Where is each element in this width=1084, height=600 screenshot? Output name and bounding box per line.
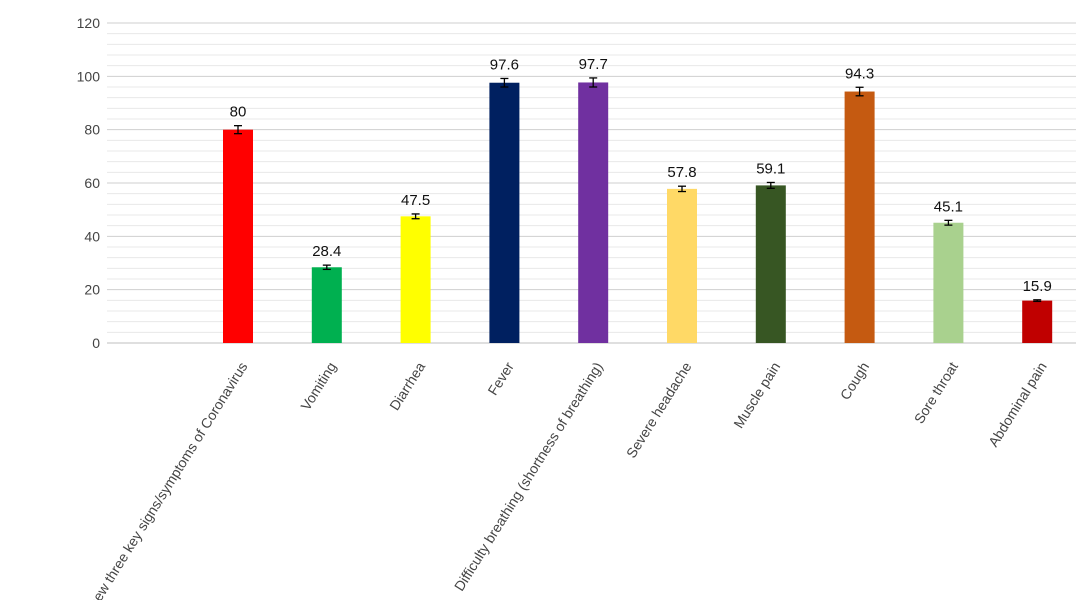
bar <box>1022 300 1053 343</box>
y-tick-label: 0 <box>92 335 100 351</box>
y-tick-label: 40 <box>84 228 100 244</box>
error-bar <box>500 77 509 88</box>
data-label: 80 <box>230 104 247 121</box>
y-tick-label: 100 <box>77 68 101 84</box>
bar <box>933 222 964 343</box>
error-bar <box>1033 299 1042 303</box>
data-label: 15.9 <box>1023 278 1052 295</box>
data-labels: 80 28.4 47.5 97.6 97.7 57.8 59.1 94.3 45.1 15.9 <box>230 56 1052 295</box>
x-axis-category-labels: Knew three key signs/symptoms of Coronav… <box>80 359 1049 600</box>
y-tick-label: 120 <box>77 15 101 31</box>
data-label: 59.1 <box>756 160 785 177</box>
x-tick-label: Difficulty breathing (shortness of breat… <box>451 359 606 594</box>
error-bars <box>234 77 1042 303</box>
x-tick-label: Vomiting <box>297 359 339 413</box>
error-bar <box>766 181 775 189</box>
x-tick-label: Cough <box>837 359 872 402</box>
y-tick-label: 80 <box>84 122 100 138</box>
bar <box>667 188 697 343</box>
error-bar <box>411 213 420 220</box>
y-tick-label: 20 <box>84 282 100 298</box>
error-bar <box>678 185 686 193</box>
data-label: 94.3 <box>845 65 874 82</box>
data-label: 47.5 <box>401 192 430 209</box>
x-tick-label: Sore throat <box>911 359 961 426</box>
data-label: 28.4 <box>312 243 341 260</box>
x-tick-label: Severe headache <box>623 359 695 461</box>
error-bar <box>589 77 598 88</box>
x-tick-label: Muscle pain <box>730 359 783 431</box>
bar <box>400 216 431 343</box>
error-bar <box>855 86 864 97</box>
data-label: 45.1 <box>934 198 963 215</box>
bar <box>844 91 875 344</box>
data-label: 97.7 <box>579 56 608 73</box>
bar <box>755 185 786 343</box>
y-tick-label: 60 <box>84 175 100 191</box>
bar <box>489 82 520 343</box>
data-label: 57.8 <box>667 164 696 181</box>
x-tick-label: Abdominal pain <box>985 359 1050 449</box>
x-tick-label: Diarrhea <box>386 359 428 413</box>
error-bar <box>234 125 242 135</box>
bar <box>223 129 253 343</box>
x-tick-label: Knew three key signs/symptoms of Coronav… <box>80 359 250 600</box>
bars <box>223 82 1053 344</box>
error-bar <box>322 264 331 271</box>
x-tick-label: Fever <box>484 359 517 398</box>
bar <box>578 82 609 343</box>
error-bar <box>944 219 953 226</box>
bar <box>311 267 342 343</box>
data-label: 97.6 <box>490 56 519 73</box>
